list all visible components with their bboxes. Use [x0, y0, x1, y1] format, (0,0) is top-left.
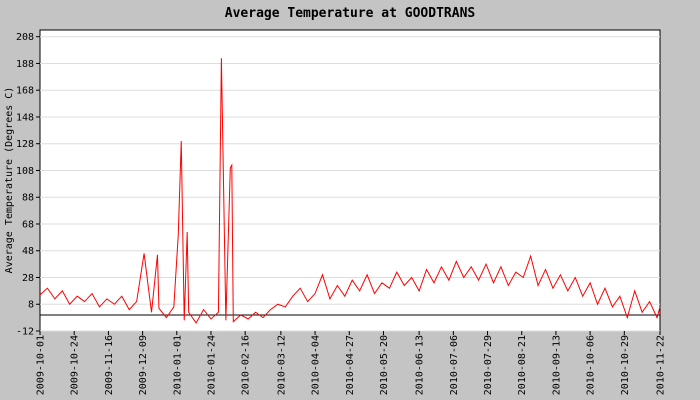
x-tick-label: 2010-10-06 [586, 335, 597, 395]
x-tick-label: 2010-03-12 [276, 335, 287, 395]
x-tick-label: 2010-07-29 [483, 335, 494, 395]
x-tick-label: 2010-10-29 [620, 335, 631, 395]
x-tick-label: 2010-01-01 [172, 335, 183, 395]
y-tick-label: 128 [16, 139, 34, 150]
chart-title: Average Temperature at GOODTRANS [225, 6, 476, 21]
y-tick-label: 168 [16, 86, 34, 97]
x-tick-label: 2010-02-16 [241, 335, 252, 395]
y-tick-label: 188 [16, 59, 34, 70]
x-tick-label: 2010-07-06 [449, 335, 460, 395]
y-tick-label: 208 [16, 32, 34, 43]
y-axis-label: Average Temperature (Degrees C) [4, 87, 15, 274]
y-tick-label: 68 [22, 219, 34, 230]
y-tick-label: 108 [16, 166, 34, 177]
x-tick-label: 2010-04-27 [345, 335, 356, 395]
y-tick-label: 8 [28, 300, 34, 311]
y-tick-label: 48 [22, 246, 34, 257]
x-tick-label: 2010-06-13 [415, 335, 426, 395]
y-tick-label: 28 [22, 273, 34, 284]
y-tick-label: 148 [16, 112, 34, 123]
data-line [39, 58, 661, 324]
x-tick-label: 2010-01-24 [206, 335, 217, 395]
x-tick-label: 2010-05-20 [379, 335, 390, 395]
y-tick-label: -12 [16, 327, 34, 338]
y-tick-label: 88 [22, 193, 34, 204]
x-tick-label: 2009-12-09 [138, 335, 149, 395]
x-tick-label: 2010-04-04 [311, 335, 322, 395]
x-tick-label: 2010-11-22 [656, 335, 667, 395]
x-tick-label: 2010-09-13 [551, 335, 562, 395]
x-tick-label: 2009-10-24 [70, 335, 81, 395]
x-tick-label: 2010-08-21 [517, 335, 528, 395]
x-tick-label: 2009-10-01 [36, 335, 47, 395]
x-tick-label: 2009-11-16 [104, 335, 115, 395]
